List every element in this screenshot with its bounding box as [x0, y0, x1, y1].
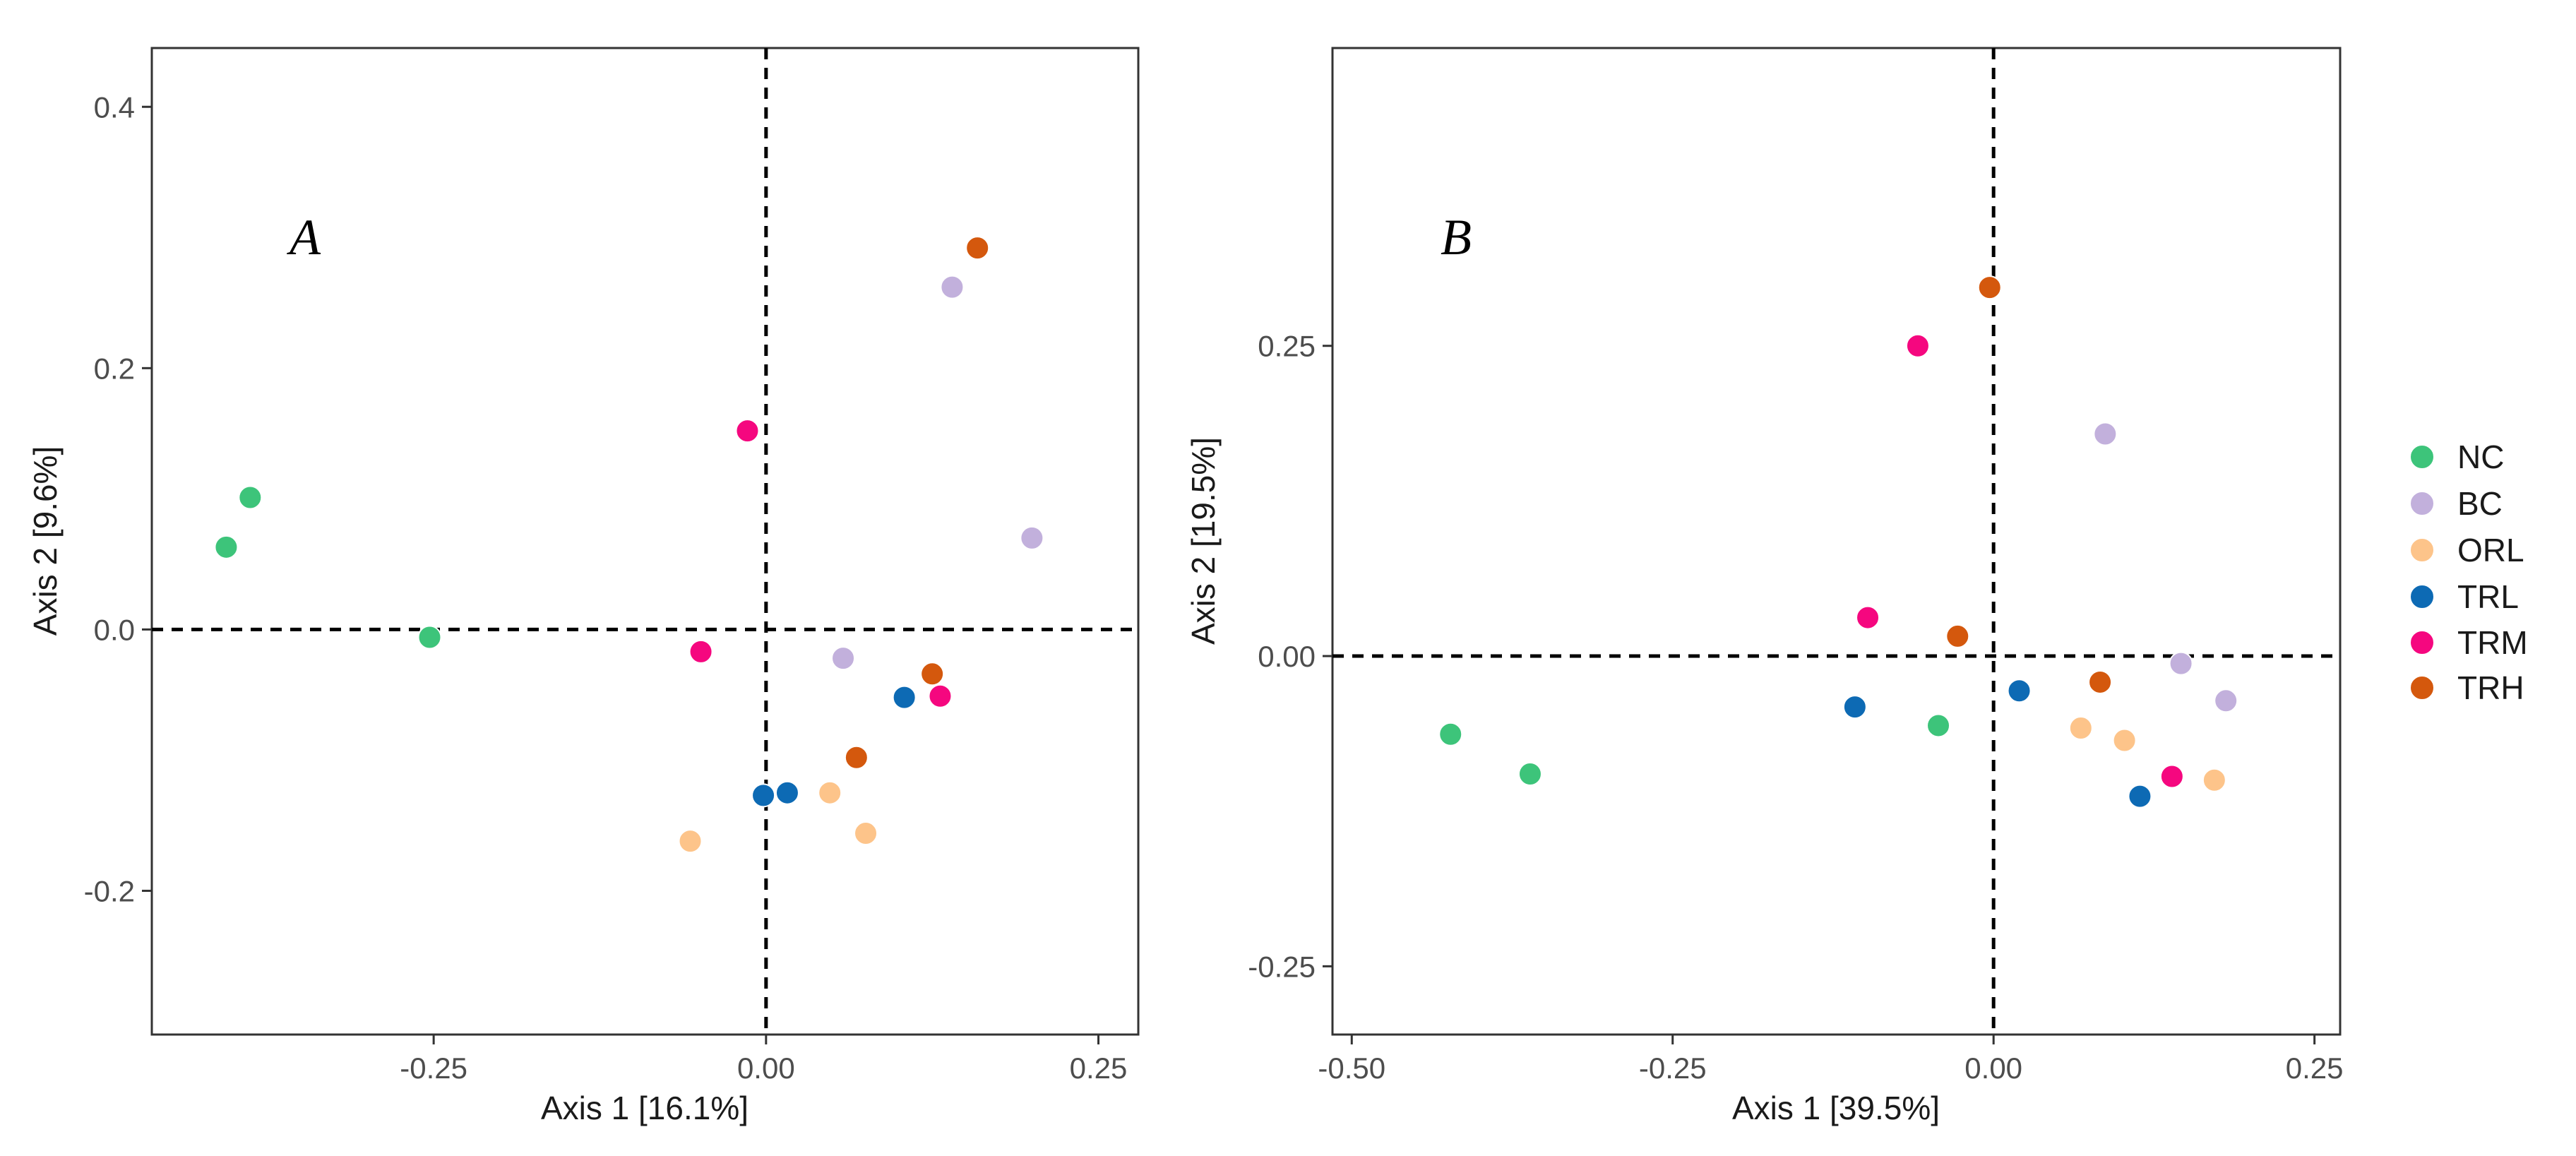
- panel-b-y-tick-label: 0.25: [1258, 330, 1316, 363]
- legend-item-trh: TRH: [2409, 669, 2524, 706]
- panel-a-point-orl: [818, 780, 842, 805]
- panel-a-point-trm: [928, 684, 953, 708]
- panel-b-point-bc: [2169, 651, 2193, 676]
- legend-swatch-trl: [2409, 584, 2435, 609]
- panel-b: -0.50 -0.25 0.00 0.25 -0.25 0.00 0.25 B Axis 1…: [1185, 47, 2344, 1126]
- legend-item-orl: ORL: [2409, 532, 2524, 568]
- panel-a-y-tick-label: -0.2: [84, 874, 135, 907]
- panel-b-point-trl: [1842, 695, 1867, 720]
- panel-b-point-nc: [1438, 722, 1463, 746]
- legend-item-bc: BC: [2409, 485, 2503, 522]
- panel-b-x-axis-title: Axis 1 [39.5%]: [1732, 1090, 1940, 1126]
- panel-a-x-tick-label: 0.00: [737, 1051, 795, 1085]
- panel-a-point-bc: [1020, 525, 1044, 550]
- panel-a-point-trh: [920, 662, 945, 686]
- panel-b-y-axis-title: Axis 2 [19.5%]: [1185, 437, 1222, 645]
- panel-b-point-bc: [2093, 422, 2118, 446]
- legend-swatch-trm: [2409, 630, 2435, 655]
- panel-a-point-bc: [831, 646, 856, 671]
- panel-b-point-trm: [1905, 333, 1930, 358]
- panel-b-point-trl: [2128, 784, 2152, 809]
- legend-swatch-trh: [2409, 675, 2435, 701]
- panel-b-frame: [1331, 47, 2342, 1036]
- panel-a-point-orl: [678, 829, 703, 854]
- panel-b-point-orl: [2112, 728, 2137, 753]
- panel-a-y-axis-title: Axis 2 [9.6%]: [27, 446, 64, 636]
- panel-a-point-nc: [417, 625, 442, 650]
- legend-label-bc: BC: [2457, 485, 2503, 522]
- legend-label-trm: TRM: [2457, 624, 2528, 661]
- panel-a-x-axis-title: Axis 1 [16.1%]: [541, 1090, 749, 1126]
- panel-b-point-trh: [2088, 669, 2113, 694]
- panel-a-x-tick-label: -0.25: [400, 1051, 467, 1085]
- panel-a-marks: -0.25 0.00 0.25 -0.2 0.0 0.2 0.4: [84, 48, 1138, 1085]
- legend-swatch-orl: [2409, 537, 2435, 563]
- panel-a-y-tick-label: 0.0: [94, 613, 135, 646]
- panel-b-point-trh: [1977, 275, 2002, 300]
- legend-label-trl: TRL: [2457, 578, 2519, 615]
- panel-a-x-tick-label: 0.25: [1070, 1051, 1128, 1085]
- legend-label-trh: TRH: [2457, 669, 2524, 706]
- panel-b-y-tick-label: -0.25: [1248, 950, 1316, 983]
- panel-b-point-trm: [2159, 764, 2184, 789]
- panel-a-point-trm: [735, 419, 760, 443]
- panel-a-y-tick-label: 0.2: [94, 352, 135, 385]
- panel-a-point-trh: [844, 745, 869, 770]
- legend-label-nc: NC: [2457, 439, 2504, 475]
- legend-item-trl: TRL: [2409, 578, 2519, 615]
- panel-a-label: A: [287, 209, 321, 266]
- panel-b-point-orl: [2202, 768, 2226, 792]
- legend-label-orl: ORL: [2457, 532, 2524, 568]
- legend-swatch-nc: [2409, 444, 2435, 470]
- panel-b-point-trl: [2007, 679, 2032, 703]
- panel-a-point-nc: [238, 485, 263, 510]
- panel-a: -0.25 0.00 0.25 -0.2 0.0 0.2 0.4 A Axis 1 [16.…: [27, 47, 1140, 1126]
- panel-b-point-trm: [1856, 605, 1880, 630]
- panel-a-point-bc: [940, 275, 965, 299]
- legend-swatch-bc: [2409, 491, 2435, 516]
- panel-a-point-nc: [214, 535, 239, 559]
- panel-a-point-trl: [892, 685, 917, 710]
- panel-b-point-nc: [1926, 713, 1951, 738]
- panel-b-point-nc: [1517, 761, 1542, 786]
- panel-b-label: B: [1441, 209, 1472, 266]
- panel-a-point-trm: [688, 639, 713, 664]
- panel-a-point-orl: [854, 821, 878, 846]
- panel-b-x-tick-label: -0.50: [1318, 1051, 1385, 1085]
- panel-b-marks: -0.50 -0.25 0.00 0.25 -0.25 0.00 0.25: [1248, 48, 2344, 1085]
- panel-b-point-bc: [2214, 689, 2238, 713]
- panel-a-point-trl: [751, 783, 776, 808]
- panel-a-y-tick-label: 0.4: [94, 90, 135, 124]
- panel-a-point-trh: [965, 236, 990, 261]
- panel-b-y-tick-label: 0.00: [1258, 640, 1316, 673]
- legend-item-nc: NC: [2409, 439, 2504, 475]
- panel-a-frame: [150, 47, 1140, 1036]
- legend: NC BC ORL TRL TRM TRH: [2409, 439, 2528, 706]
- panel-a-point-trl: [775, 780, 799, 805]
- panel-b-x-tick-label: 0.00: [1964, 1051, 2022, 1085]
- panel-b-x-tick-label: 0.25: [2286, 1051, 2344, 1085]
- panel-b-x-tick-label: -0.25: [1639, 1051, 1707, 1085]
- panel-b-point-trh: [1945, 624, 1970, 648]
- panel-b-point-orl: [2068, 715, 2093, 740]
- legend-item-trm: TRM: [2409, 624, 2528, 661]
